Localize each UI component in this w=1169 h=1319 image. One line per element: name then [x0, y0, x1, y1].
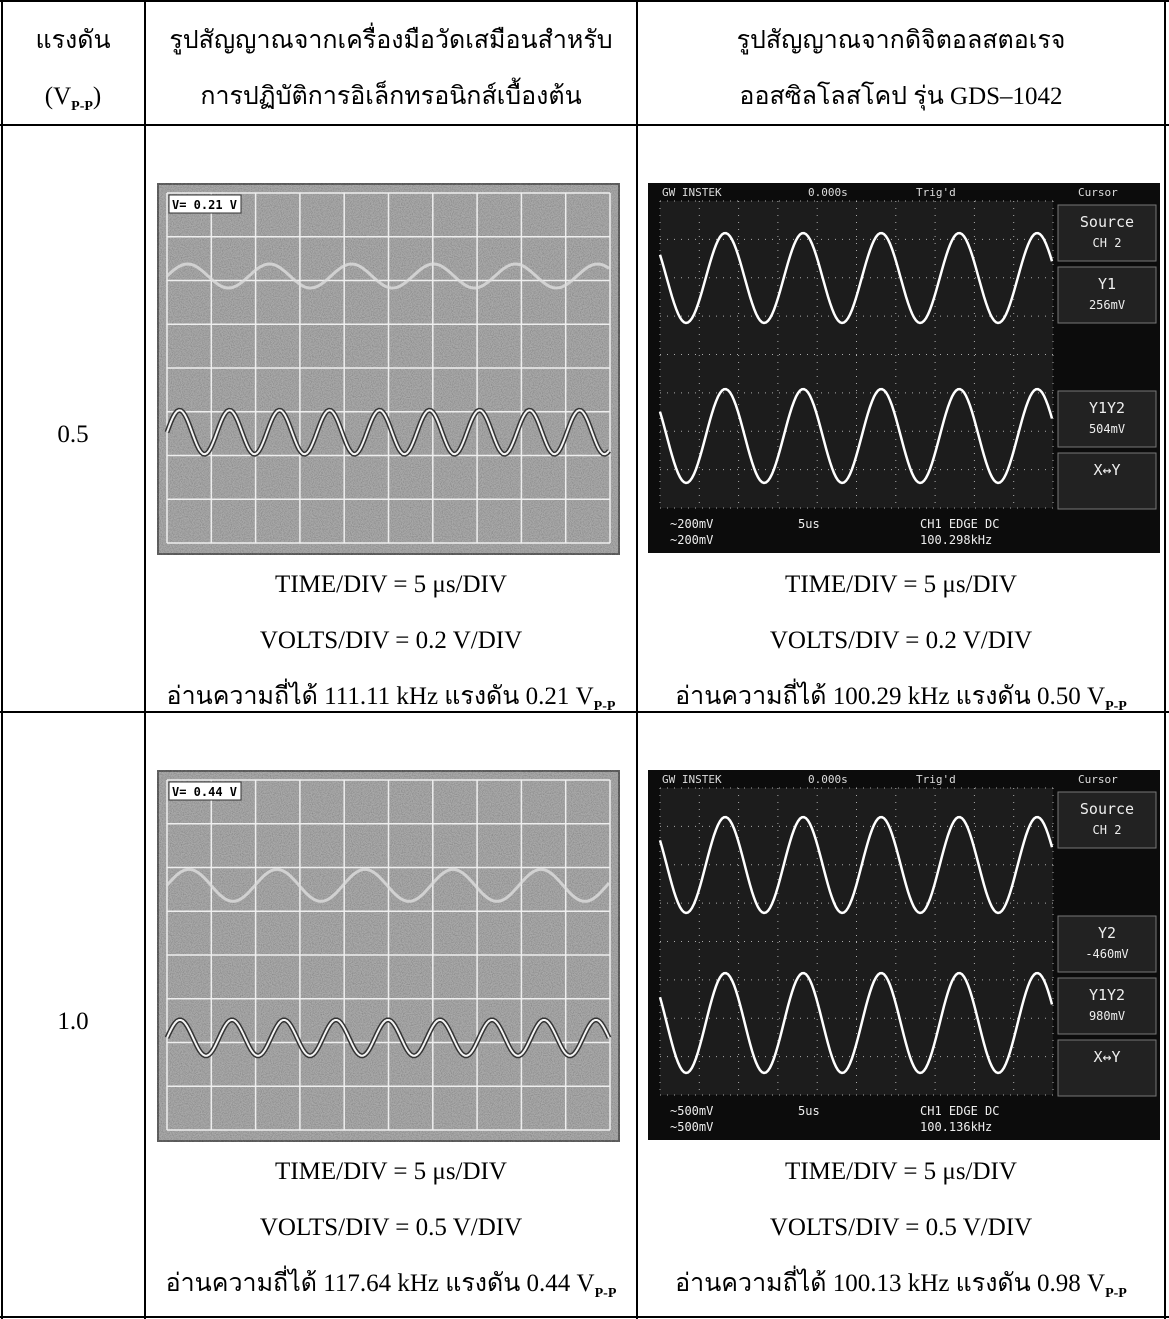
menu-value: 256mV — [1089, 298, 1125, 312]
caption: TIME/DIV = 5 μs/DIV — [275, 1158, 507, 1185]
trace — [165, 867, 611, 903]
header-text: ) — [92, 83, 102, 110]
ch2-scale: ~200mV — [670, 533, 713, 547]
caption: TIME/DIV = 5 μs/DIV — [785, 571, 1017, 598]
frequency: 100.298kHz — [920, 533, 992, 547]
header-text: (VP-P) — [45, 82, 101, 122]
header-text: รูปสัญญาณจากดิจิตอลสตอเรจ — [736, 27, 1066, 54]
border — [0, 711, 1169, 713]
time-offset: 0.000s — [808, 773, 848, 786]
border — [1, 0, 3, 1319]
menu-box — [1057, 977, 1157, 1035]
reading: อ่านความถี่ได้ 100.13 kHz แรงดัน 0.98 VP… — [675, 1269, 1127, 1309]
header-text: รูปสัญญาณจากเครื่องมือวัดเสมือนสำหรับ — [169, 27, 613, 54]
border — [0, 124, 1169, 126]
menu-box — [1057, 791, 1157, 849]
caption: VOLTS/DIV = 0.2 V/DIV — [769, 627, 1033, 654]
menu-title: Cursor — [1078, 773, 1118, 786]
caption: TIME/DIV = 5 μs/DIV — [275, 571, 507, 598]
menu-box — [1057, 1039, 1157, 1097]
brand: GW INSTEK — [662, 186, 722, 199]
menu-value: 980mV — [1089, 1009, 1125, 1023]
voltage-value: 1.0 — [57, 1008, 89, 1035]
menu-label: Y1Y2 — [1089, 399, 1125, 417]
menu-label: X↔Y — [1093, 1048, 1120, 1066]
frequency: 100.136kHz — [920, 1120, 992, 1134]
menu-label: Y1Y2 — [1089, 986, 1125, 1004]
trigger: Trig'd — [916, 186, 956, 199]
digital-scope: GW INSTEK 0.000s Trig'd Cursor Source CH 2 Y1 2… — [648, 183, 1160, 553]
trace — [166, 1019, 610, 1057]
reading: อ่านความถี่ได้ 100.29 kHz แรงดัน 0.50 VP… — [675, 682, 1127, 722]
menu-title: Cursor — [1078, 186, 1118, 199]
trace — [658, 971, 1054, 1075]
label-box — [168, 194, 242, 214]
menu-label: Source — [1080, 213, 1134, 231]
caption: VOLTS/DIV = 0.5 V/DIV — [259, 1214, 523, 1241]
subscript: P-P — [593, 699, 616, 714]
header-text: การปฏิบัติการอิเล็กทรอนิกส์เบื้องต้น — [200, 83, 582, 110]
caption: VOLTS/DIV = 0.5 V/DIV — [769, 1214, 1033, 1241]
caption: VOLTS/DIV = 0.2 V/DIV — [259, 627, 523, 654]
brand: GW INSTEK — [662, 773, 722, 786]
reading-text: อ่านความถี่ได้ 117.64 kHz แรงดัน 0.44 V — [165, 1270, 595, 1297]
reading: อ่านความถี่ได้ 117.64 kHz แรงดัน 0.44 VP… — [166, 1269, 617, 1309]
trace — [658, 387, 1054, 485]
menu-label: Y2 — [1098, 924, 1116, 942]
menu-value: 504mV — [1089, 422, 1125, 436]
time-offset: 0.000s — [808, 186, 848, 199]
virtual-scope: V= 0.44 V — [157, 770, 620, 1142]
header-text: แรงดัน — [35, 27, 111, 54]
digital-scope: GW INSTEK 0.000s Trig'd Cursor Source CH 2 Y2 -… — [648, 770, 1160, 1140]
reading-text: อ่านความถี่ได้ 111.11 kHz แรงดัน 0.21 V — [166, 683, 594, 710]
trace — [658, 231, 1054, 325]
trace — [165, 262, 610, 290]
timebase: 5us — [798, 517, 820, 531]
screen-label: V= 0.44 V — [172, 785, 237, 799]
trace — [658, 815, 1054, 915]
menu-value: CH 2 — [1093, 236, 1122, 250]
screen-label: V= 0.21 V — [172, 198, 237, 212]
timebase: 5us — [798, 1104, 820, 1118]
subscript: P-P — [1105, 699, 1127, 714]
reading: อ่านความถี่ได้ 111.11 kHz แรงดัน 0.21 VP… — [167, 682, 616, 722]
label-box — [168, 781, 242, 801]
border — [1164, 0, 1166, 1319]
ch1-scale: ~500mV — [670, 1104, 713, 1118]
subscript: P-P — [1105, 1286, 1127, 1301]
border — [0, 1316, 1169, 1318]
ch1-scale: ~200mV — [670, 517, 713, 531]
menu-value: CH 2 — [1093, 823, 1122, 837]
menu-value: -460mV — [1085, 947, 1128, 961]
trigger-info: CH1 EDGE DC — [920, 517, 999, 531]
menu-box — [1057, 266, 1157, 324]
virtual-scope: V= 0.21 V — [157, 183, 620, 555]
menu-box — [1057, 915, 1157, 973]
reading-text: อ่านความถี่ได้ 100.13 kHz แรงดัน 0.98 V — [675, 1270, 1106, 1297]
header-text: (V — [44, 83, 72, 110]
ch2-scale: ~500mV — [670, 1120, 713, 1134]
voltage-value: 0.5 — [57, 421, 89, 448]
border — [144, 0, 146, 1319]
subscript: P-P — [71, 99, 93, 114]
menu-box — [1057, 390, 1157, 448]
caption: TIME/DIV = 5 μs/DIV — [785, 1158, 1017, 1185]
trigger: Trig'd — [916, 773, 956, 786]
border — [0, 0, 1169, 2]
menu-label: Source — [1080, 800, 1134, 818]
reading-text: อ่านความถี่ได้ 100.29 kHz แรงดัน 0.50 V — [675, 683, 1106, 710]
trace — [166, 409, 610, 456]
trigger-info: CH1 EDGE DC — [920, 1104, 999, 1118]
subscript: P-P — [594, 1286, 617, 1301]
menu-label: X↔Y — [1093, 461, 1120, 479]
border — [636, 0, 638, 1319]
menu-box — [1057, 204, 1157, 262]
menu-box — [1057, 452, 1157, 510]
header-text: ออสซิลโลสโคป รุ่น GDS–1042 — [739, 83, 1063, 110]
menu-label: Y1 — [1098, 275, 1116, 293]
